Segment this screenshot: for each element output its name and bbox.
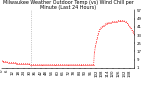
- Title: Milwaukee Weather Outdoor Temp (vs) Wind Chill per Minute (Last 24 Hours): Milwaukee Weather Outdoor Temp (vs) Wind…: [3, 0, 133, 10]
